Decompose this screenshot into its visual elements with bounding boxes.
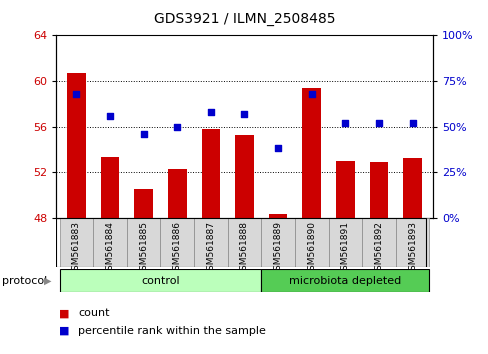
Bar <box>160 218 194 267</box>
Bar <box>395 218 428 267</box>
Bar <box>302 88 320 218</box>
Bar <box>101 157 119 218</box>
Point <box>240 111 248 116</box>
Bar <box>261 269 428 292</box>
Point <box>106 113 114 119</box>
Bar <box>67 73 85 218</box>
Point <box>408 120 416 126</box>
Bar <box>403 159 421 218</box>
Point <box>206 109 214 115</box>
Bar <box>93 218 126 267</box>
Text: GSM561884: GSM561884 <box>105 221 114 276</box>
Text: GSM561888: GSM561888 <box>240 221 248 276</box>
Text: GSM561893: GSM561893 <box>407 221 416 276</box>
Text: GDS3921 / ILMN_2508485: GDS3921 / ILMN_2508485 <box>153 12 335 27</box>
Bar <box>194 218 227 267</box>
Text: ■: ■ <box>59 326 69 336</box>
Bar <box>227 218 261 267</box>
Bar <box>261 218 294 267</box>
Point <box>173 124 181 130</box>
Text: GSM561890: GSM561890 <box>306 221 316 276</box>
Bar <box>369 162 387 218</box>
Bar <box>134 189 153 218</box>
Text: GSM561889: GSM561889 <box>273 221 282 276</box>
Bar <box>168 169 186 218</box>
Bar <box>268 214 287 218</box>
Bar <box>60 218 93 267</box>
Bar <box>126 218 160 267</box>
Bar <box>335 161 354 218</box>
Point <box>307 91 315 97</box>
Point <box>140 131 147 137</box>
Text: GSM561892: GSM561892 <box>374 221 383 276</box>
Text: GSM561883: GSM561883 <box>72 221 81 276</box>
Point <box>341 120 348 126</box>
Text: percentile rank within the sample: percentile rank within the sample <box>78 326 265 336</box>
Bar <box>328 218 362 267</box>
Text: GSM561891: GSM561891 <box>340 221 349 276</box>
Text: GSM561887: GSM561887 <box>206 221 215 276</box>
Text: microbiota depleted: microbiota depleted <box>288 275 401 286</box>
Text: protocol: protocol <box>2 275 48 286</box>
Text: count: count <box>78 308 109 318</box>
Bar <box>201 129 220 218</box>
Text: control: control <box>141 275 180 286</box>
Point <box>72 91 80 97</box>
Bar <box>235 135 253 218</box>
Point <box>374 120 382 126</box>
Text: GSM561885: GSM561885 <box>139 221 148 276</box>
Bar <box>362 218 395 267</box>
Bar <box>60 269 261 292</box>
Text: ■: ■ <box>59 308 69 318</box>
Text: ▶: ▶ <box>44 275 51 286</box>
Text: GSM561886: GSM561886 <box>172 221 182 276</box>
Point <box>274 145 282 151</box>
Bar <box>294 218 328 267</box>
